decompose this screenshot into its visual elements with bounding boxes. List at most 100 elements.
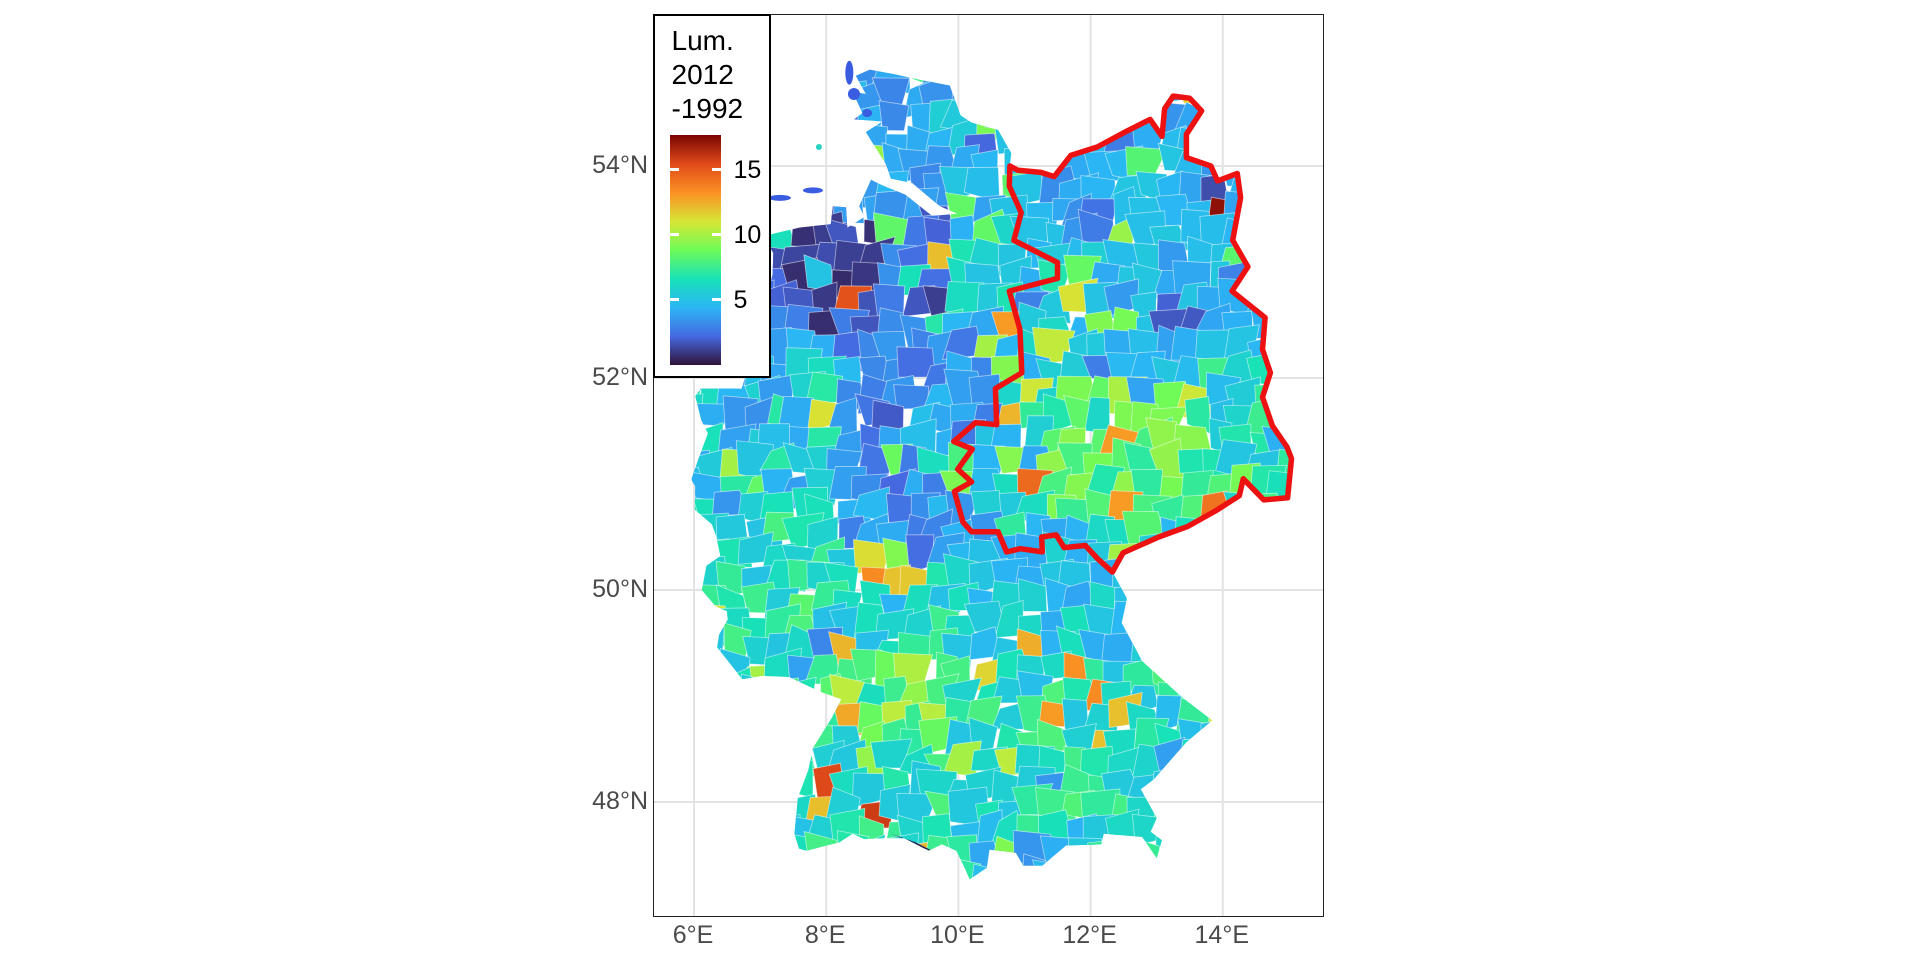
district-polygon — [1265, 725, 1292, 761]
district-polygon — [1271, 127, 1292, 164]
district-polygon — [766, 118, 802, 160]
x-axis-tick-label: 6°E — [672, 921, 714, 949]
district-polygon — [1241, 141, 1284, 181]
island-helgoland — [815, 143, 822, 150]
district-polygon — [1266, 383, 1292, 409]
legend-tick-label: 10 — [733, 220, 762, 249]
district-polygon — [1239, 633, 1275, 673]
district-polygon — [827, 106, 868, 145]
district-polygon — [1223, 838, 1255, 880]
district-polygon — [895, 853, 937, 880]
district-polygon — [1270, 819, 1292, 850]
district-polygon — [1264, 508, 1292, 546]
district-polygon — [1153, 69, 1185, 92]
district-polygon — [1131, 585, 1173, 626]
district-polygon — [1248, 77, 1280, 108]
district-polygon — [1162, 833, 1192, 873]
district-polygon — [1270, 303, 1292, 345]
legend-title: Lum. 2012 -1992 — [672, 24, 744, 126]
district-polygon — [691, 698, 710, 733]
district-polygon — [1198, 609, 1242, 643]
district-polygon — [760, 720, 801, 753]
district-polygon — [1264, 667, 1292, 710]
district-polygon — [691, 632, 711, 667]
district-polygon — [972, 69, 1007, 95]
district-polygon — [1197, 73, 1231, 110]
district-polygon — [1131, 69, 1171, 71]
district-polygon — [816, 103, 849, 141]
district-polygon — [1018, 98, 1051, 136]
y-axis-tick-label: 48°N — [592, 787, 648, 816]
district-polygon — [1224, 508, 1256, 550]
x-axis-tick-label: 8°E — [804, 921, 846, 949]
district-polygon — [691, 652, 729, 694]
district-polygon — [921, 69, 951, 87]
district-polygon — [1263, 34, 1298, 69]
district-polygon — [713, 860, 752, 880]
district-polygon — [1202, 31, 1236, 69]
district-polygon — [691, 789, 702, 824]
district-polygon — [1059, 78, 1095, 120]
district-polygon — [1031, 79, 1069, 116]
island-pellworm — [862, 109, 873, 118]
district-polygon — [1152, 638, 1195, 670]
district-polygon — [1239, 97, 1272, 137]
district-polygon — [1202, 738, 1241, 773]
district-polygon — [691, 586, 710, 625]
district-polygon — [1271, 766, 1292, 805]
district-polygon — [691, 746, 708, 788]
district-polygon — [1274, 794, 1292, 830]
district-polygon — [1174, 658, 1218, 685]
district-polygon — [1041, 106, 1072, 135]
district-polygon — [1245, 669, 1282, 708]
island-amrum-foehr — [847, 87, 860, 100]
district-polygon — [1221, 671, 1257, 709]
district-polygon — [735, 858, 770, 880]
district-polygon — [766, 103, 805, 132]
district-polygon — [1131, 605, 1169, 638]
germany-choropleth-map — [654, 15, 1323, 916]
district-polygon — [1201, 143, 1241, 177]
district-polygon — [1153, 568, 1196, 600]
district-polygon — [1193, 533, 1227, 568]
district-polygon — [1031, 859, 1072, 880]
district-polygon — [785, 676, 817, 715]
district-polygon — [1243, 197, 1280, 235]
district-polygon — [1270, 533, 1292, 568]
district-polygon — [1243, 833, 1286, 868]
district-polygon — [760, 709, 800, 734]
legend-tick-mark — [711, 233, 721, 237]
district-polygon — [691, 784, 730, 824]
district-polygon — [1034, 69, 1070, 97]
district-polygon — [1267, 743, 1292, 774]
district-polygon — [1134, 69, 1158, 84]
district-polygon — [1150, 590, 1187, 623]
district-polygon — [1251, 220, 1283, 254]
district-polygon — [1247, 652, 1285, 692]
district-polygon — [714, 748, 747, 783]
district-polygon — [1227, 854, 1264, 880]
district-polygon — [1088, 96, 1118, 135]
district-polygon — [1154, 857, 1194, 880]
district-polygon — [858, 866, 897, 880]
district-polygon — [1244, 168, 1276, 206]
district-polygon — [1222, 590, 1260, 627]
district-polygon — [720, 718, 758, 758]
district-polygon — [691, 606, 707, 642]
legend-title-line-1: Lum. — [671, 24, 734, 56]
district-polygon — [1176, 831, 1210, 869]
district-polygon — [762, 677, 804, 715]
district-polygon — [1249, 793, 1288, 834]
district-polygon — [1273, 326, 1292, 367]
district-polygon — [778, 75, 821, 110]
district-polygon — [1269, 225, 1292, 255]
district-polygon — [702, 745, 734, 786]
district-polygon — [984, 103, 1029, 132]
district-polygon — [1174, 626, 1211, 665]
district-polygon — [786, 120, 827, 163]
district-polygon — [1245, 539, 1278, 581]
district-polygon — [805, 69, 840, 88]
legend-tick-mark — [711, 298, 721, 302]
district-polygon — [692, 717, 726, 752]
